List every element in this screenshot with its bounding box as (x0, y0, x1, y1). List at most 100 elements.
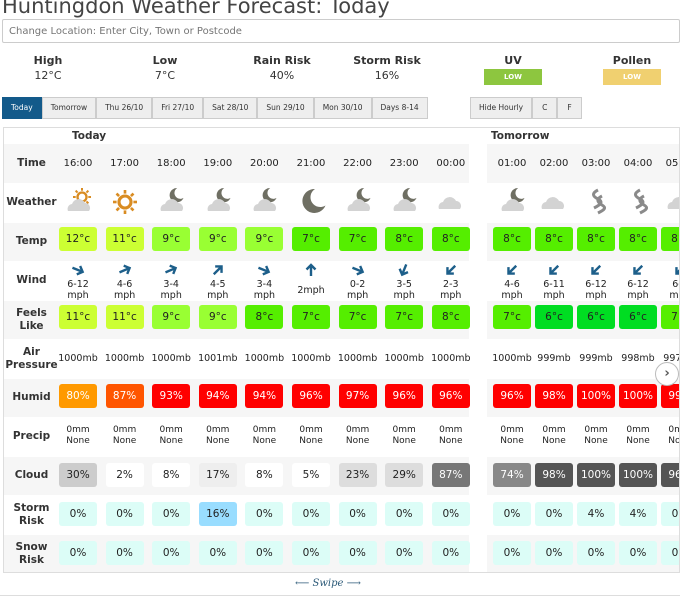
pressure-value: 1000mb (58, 353, 98, 364)
location-search-input[interactable] (2, 19, 680, 43)
row-label: Weather (6, 196, 57, 208)
cloud-value: 5% (292, 463, 330, 487)
precip-amount: 0mm (584, 425, 608, 435)
humidity-value: 99% (661, 384, 679, 408)
storm-risk-value: 0% (431, 502, 470, 526)
wind-speed: 4-6 mph (113, 279, 136, 301)
tab-mon-30-10[interactable]: Mon 30/10 (313, 97, 372, 119)
time-label: 01:00 (497, 158, 527, 169)
wind-speed: 2mph (297, 285, 325, 296)
row-background (4, 183, 679, 223)
snow-risk-value: 0% (661, 541, 679, 565)
precip-type: None (159, 436, 183, 446)
temp-value: 8°c (535, 227, 573, 251)
row-label: Temp (15, 235, 48, 247)
temp-value: 7°c (338, 227, 377, 251)
tab-sun-29-10[interactable]: Sun 29/10 (257, 97, 314, 119)
wind-arrow-icon (164, 263, 178, 280)
wind-speed: 4-6 mph (501, 279, 523, 301)
cloud-value: 87% (431, 463, 470, 487)
row-label: Feels Like (16, 307, 47, 332)
precip-amount: 0mm (252, 425, 277, 435)
cloud-value: 17% (198, 463, 237, 487)
mist-icon (622, 187, 654, 220)
summary-badge: LOW (603, 69, 661, 85)
pressure-value: 1000mb (431, 353, 471, 364)
precip-type: None (112, 436, 137, 446)
option-f-button[interactable]: F (557, 97, 582, 119)
tab-fri-27-10[interactable]: Fri 27/10 (152, 97, 204, 119)
mist-icon (580, 187, 612, 220)
tab-today[interactable]: Today (2, 97, 42, 119)
precip-amount: 0mm (439, 425, 463, 435)
tab-tomorrow[interactable]: Tomorrow (41, 97, 97, 119)
storm-risk-value: 0% (59, 502, 97, 526)
cloud-value: 100% (577, 463, 615, 487)
summary-value: 7°C (154, 69, 176, 82)
precip-type: None (206, 436, 230, 446)
humidity-value: 96% (493, 384, 531, 408)
temp-value: 7°c (292, 227, 330, 251)
cloud-value: 98% (535, 463, 573, 487)
cloud-value: 8% (245, 463, 284, 487)
summary-badge: LOW (484, 69, 542, 85)
humidity-value: 96% (431, 384, 470, 408)
storm-risk-value: 0% (292, 502, 330, 526)
summary-storm-risk: Storm Risk 16% (337, 54, 437, 82)
storm-risk-value: 0% (245, 502, 284, 526)
temp-value: 11°c (105, 227, 144, 251)
next-arrow-button[interactable]: › (655, 362, 679, 386)
time-label: 05:00 (665, 158, 679, 169)
hourly-forecast-table[interactable]: Time Weather Temp Wind Feels Like Air Pressur… (3, 127, 680, 573)
tab-days-8-14[interactable]: Days 8-14 (371, 97, 428, 119)
summary-low: Low 7°C (115, 54, 215, 82)
row-label: Air Pressure (5, 346, 58, 371)
cloud-value: 2% (105, 463, 144, 487)
precip-amount: 0mm (159, 425, 183, 435)
humidity-value: 80% (59, 384, 97, 408)
pressure-value: 997mb (663, 353, 679, 364)
wind-arrow-icon (397, 263, 411, 280)
cloud-icon (538, 187, 570, 220)
temp-value: 9°c (245, 227, 284, 251)
feels-like-value: 7°c (661, 305, 679, 329)
wind-arrow-icon (673, 263, 679, 280)
temp-value: 8°c (431, 227, 470, 251)
time-label: 22:00 (343, 158, 372, 169)
feels-like-value: 6°c (535, 305, 573, 329)
row-background (4, 417, 679, 457)
moon-icon (295, 187, 327, 220)
cloud-icon (664, 187, 679, 220)
summary-rain-risk: Rain Risk 40% (232, 54, 332, 82)
precip-type: None (345, 436, 370, 446)
wind-arrow-icon (304, 263, 318, 280)
time-label: 23:00 (389, 158, 419, 169)
precip-type: None (392, 436, 416, 446)
feels-like-value: 7°c (292, 305, 330, 329)
option-c-button[interactable]: C (532, 97, 558, 119)
tab-thu-26-10[interactable]: Thu 26/10 (96, 97, 153, 119)
pressure-value: 1000mb (291, 353, 331, 364)
snow-risk-value: 0% (577, 541, 615, 565)
snow-risk-value: 0% (105, 541, 144, 565)
pressure-value: 998mb (621, 353, 655, 364)
precip-type: None (584, 436, 608, 446)
tab-sat-28-10[interactable]: Sat 28/10 (203, 97, 258, 119)
humidity-value: 94% (245, 384, 284, 408)
cloud-icon (435, 187, 467, 220)
cloud-value: 96% (661, 463, 679, 487)
option-hide-hourly-button[interactable]: Hide Hourly (470, 97, 533, 119)
moon-cloud-icon (496, 187, 528, 220)
wind-speed: 6-12 mph (585, 279, 607, 301)
wind-speed: 3-5 mph (393, 279, 415, 301)
snow-risk-value: 0% (245, 541, 284, 565)
temp-value: 8°c (493, 227, 531, 251)
time-label: 17:00 (110, 158, 139, 169)
humidity-value: 100% (619, 384, 657, 408)
wind-arrow-icon (505, 263, 519, 280)
moon-cloud-icon (342, 187, 374, 220)
precip-amount: 0mm (66, 425, 90, 435)
snow-risk-value: 0% (152, 541, 191, 565)
precip-amount: 0mm (542, 425, 566, 435)
moon-cloud-icon (248, 187, 280, 220)
